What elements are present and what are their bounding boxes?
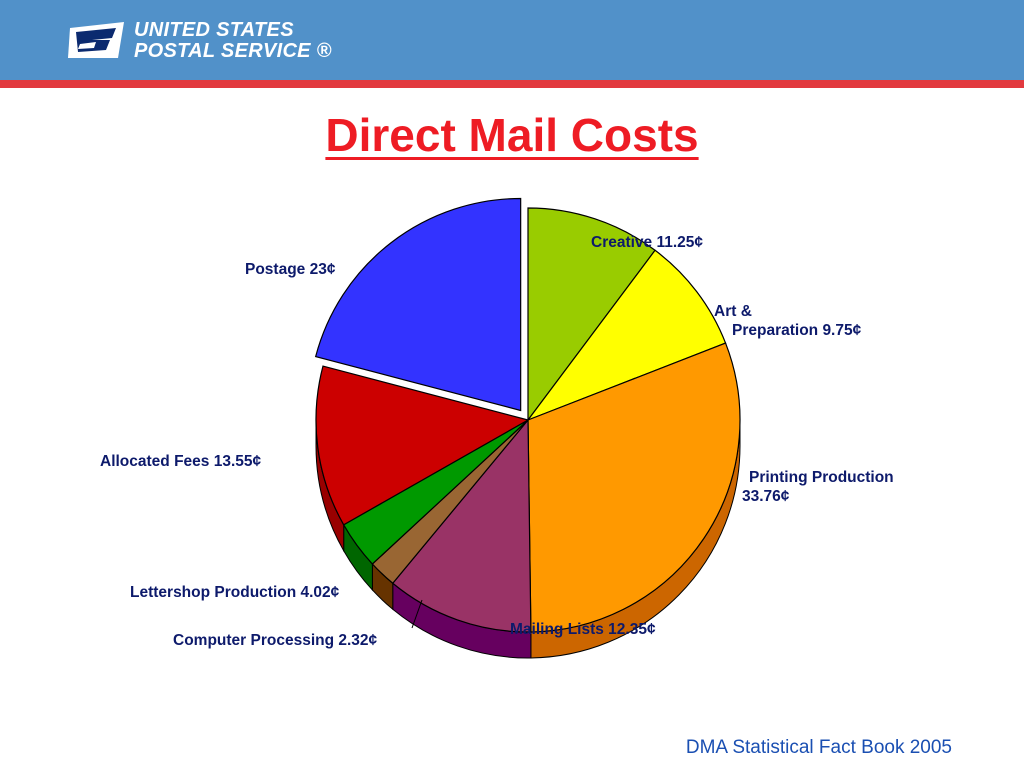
slice-creative xyxy=(527,207,656,422)
label-art-preparation: Art & Preparation 9.75¢ xyxy=(714,302,861,340)
label-creative: Creative 11.25¢ xyxy=(591,234,704,251)
leader-line-computer-processing xyxy=(411,599,423,629)
slice-art-and-preparation xyxy=(526,249,727,422)
logo-line-1: UNITED STATES xyxy=(134,19,294,41)
label-lettershop-production: Lettershop Production 4.02¢ xyxy=(130,584,340,601)
label-printing-production: Printing Production 33.76¢ xyxy=(742,468,894,506)
header-band xyxy=(0,0,1024,80)
page-title: Direct Mail Costs xyxy=(325,109,699,161)
label-allocated-fees: Allocated Fees 13.55¢ xyxy=(100,453,262,470)
logo-line-2: POSTAL SERVICE ® xyxy=(134,40,332,62)
label-computer-processing: Computer Processing 2.32¢ xyxy=(173,632,378,649)
label-art-preparation-line-1: Art & xyxy=(714,303,752,320)
slice-printing-production xyxy=(527,342,741,633)
label-printing-production-line-1: Printing Production xyxy=(749,469,894,486)
source-note: DMA Statistical Fact Book 2005 xyxy=(685,737,952,758)
slice-mailing-lists xyxy=(391,418,532,633)
usps-logo: UNITED STATES POSTAL SERVICE ® xyxy=(66,16,336,66)
slice-postage xyxy=(314,197,522,412)
label-mailing-lists: Mailing Lists 12.35¢ xyxy=(510,621,656,638)
slice-allocated-fees xyxy=(315,365,530,526)
header-rule xyxy=(0,80,1024,88)
label-postage: Postage 23¢ xyxy=(245,261,336,278)
label-printing-production-line-2: 33.76¢ xyxy=(742,488,790,505)
eagle-icon xyxy=(68,22,124,58)
label-art-preparation-line-2: Preparation 9.75¢ xyxy=(732,322,862,339)
